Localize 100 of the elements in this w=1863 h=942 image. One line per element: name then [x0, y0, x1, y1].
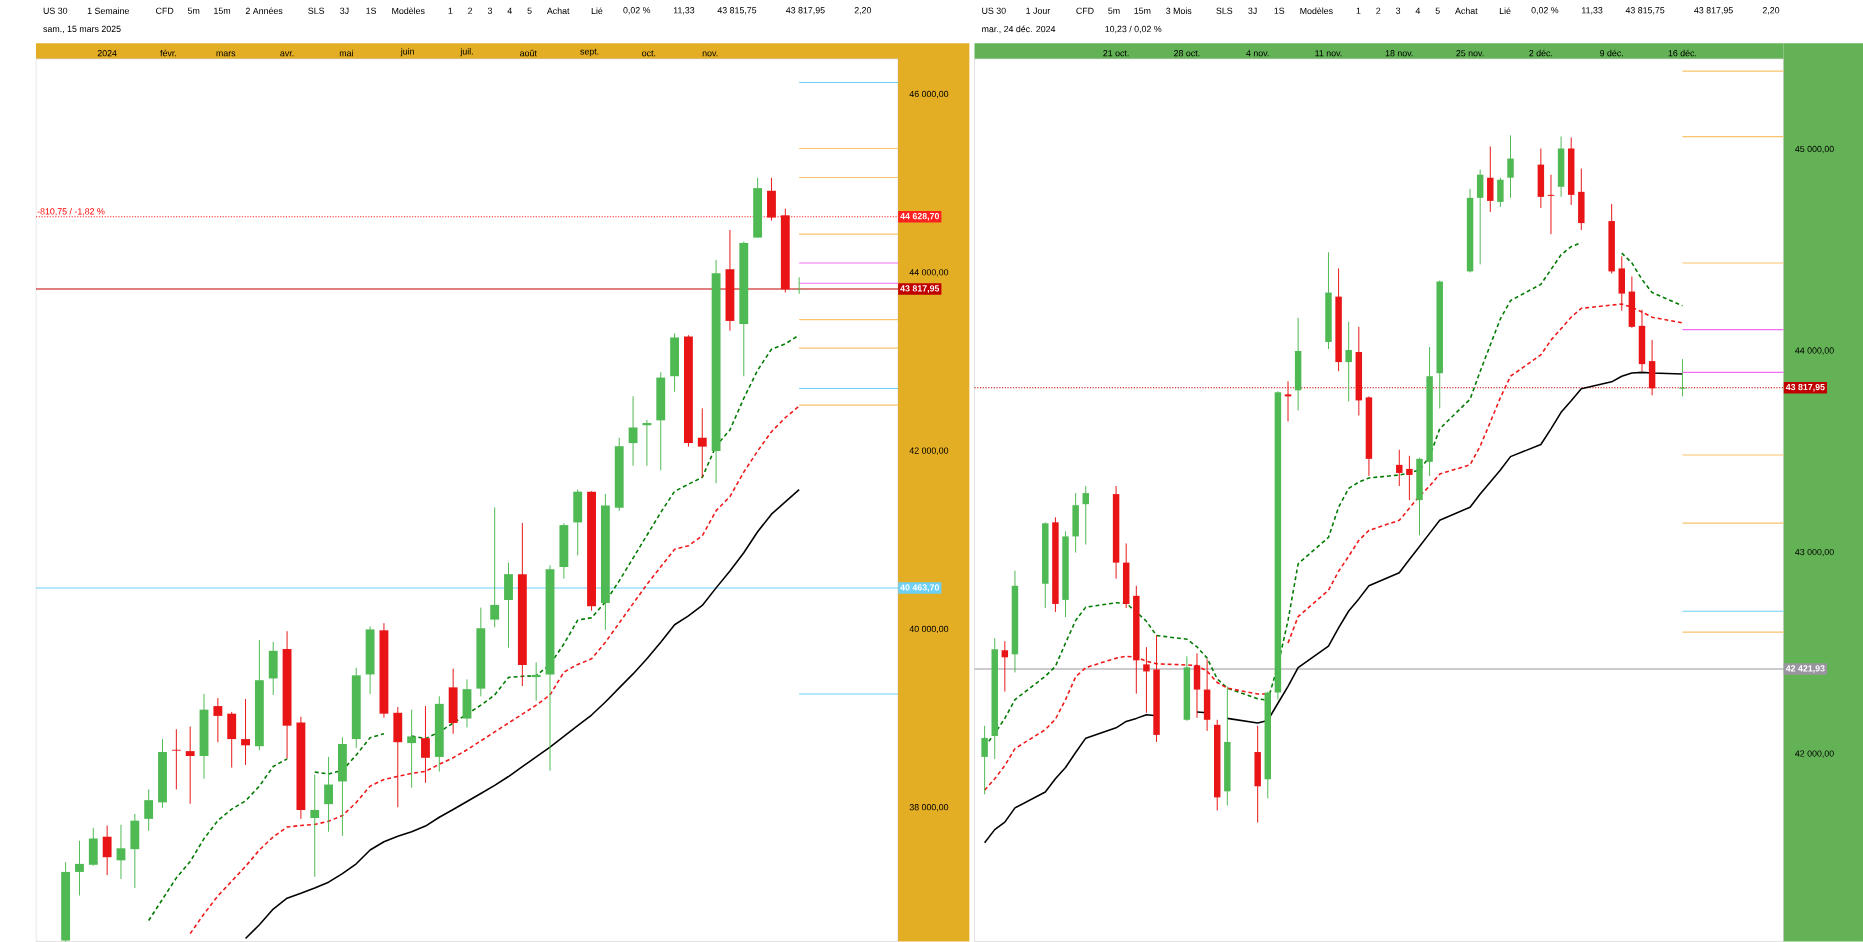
candlestick	[1507, 134, 1514, 199]
candlestick	[1476, 169, 1484, 265]
x-tick-label: nov.	[702, 51, 718, 57]
candlestick	[102, 825, 112, 876]
y-tick-label: 40 000,00	[909, 625, 949, 634]
text: 43 815,75	[1625, 7, 1665, 15]
x-tick-label: juin	[400, 48, 414, 57]
y-tick-label: 43 000,00	[1795, 548, 1834, 557]
text: Modèles	[392, 7, 425, 15]
ref-line-label: 44 628,70	[900, 213, 940, 221]
candlestick	[697, 407, 707, 478]
text: 2	[1376, 7, 1381, 14]
text: Achat	[1455, 7, 1478, 15]
text: Achat	[546, 7, 570, 15]
text: 3	[487, 7, 492, 14]
text: 4	[1415, 7, 1421, 14]
candlestick	[531, 661, 541, 702]
text: 10,23 / 0,02 %	[1105, 25, 1162, 34]
x-tick-label: 2024	[97, 50, 117, 57]
text: SLS	[308, 7, 325, 14]
x-tick-label: 21 oct.	[1103, 50, 1129, 57]
text: Lié	[1499, 7, 1511, 15]
candlestick	[1497, 177, 1504, 208]
candlestick	[1396, 449, 1403, 487]
text: 5m	[187, 7, 200, 14]
text: 5	[1435, 7, 1440, 14]
x-tick-label: 18 nov.	[1385, 50, 1413, 57]
x-tick-label: sept.	[580, 48, 599, 57]
x-tick-label: 16 déc.	[1668, 49, 1697, 57]
text: 15m	[1134, 7, 1151, 14]
candlestick	[1001, 640, 1009, 693]
text: 0,02 %	[623, 7, 651, 15]
candlestick	[171, 728, 181, 790]
x-tick-label: juil.	[460, 48, 473, 57]
x-tick-label: 28 oct.	[1174, 50, 1200, 57]
candlestick	[981, 725, 988, 795]
text: 3 Mois	[1166, 7, 1192, 15]
text: 43 815,75	[717, 7, 757, 15]
text: 43 817,95	[786, 7, 825, 15]
candlestick	[1143, 646, 1150, 714]
y-tick-label: 42 000,00	[1795, 750, 1834, 758]
text: 1	[1356, 7, 1361, 14]
text: mar., 24 déc. 2024	[982, 25, 1056, 34]
candlestick	[1406, 455, 1413, 501]
x-tick-label: août	[520, 49, 537, 57]
text: 2 Années	[245, 7, 283, 15]
y-tick-label: 44 000,00	[1795, 347, 1834, 355]
text: 11,33	[1582, 7, 1603, 15]
text: sam., 15 mars 2025	[43, 25, 121, 34]
text: 1	[448, 7, 453, 14]
candlestick	[407, 709, 417, 789]
text: CFD	[1076, 7, 1094, 14]
candlestick	[1487, 146, 1494, 213]
text: Modèles	[1300, 7, 1333, 15]
text: 11,33	[673, 7, 695, 15]
y-tick-label: 46 000,00	[909, 90, 949, 99]
candlestick	[116, 824, 126, 880]
text: CFD	[156, 7, 174, 14]
chart-title: US 30	[43, 7, 68, 14]
text: 0,02 %	[1531, 7, 1559, 15]
x-tick-label: oct.	[642, 50, 656, 57]
y-tick-label: 44 000,00	[909, 269, 949, 277]
ref-line-label: 40 463,70	[900, 584, 940, 592]
x-tick-label: avr.	[280, 51, 294, 57]
candlestick	[421, 705, 430, 784]
candlestick	[628, 395, 638, 467]
text: 2,20	[854, 7, 872, 15]
x-tick-label: févr.	[160, 49, 176, 57]
x-tick-label: 4 nov.	[1246, 50, 1269, 57]
candlestick	[1284, 380, 1292, 423]
x-tick-label: 9 déc.	[1600, 49, 1623, 57]
text: 1S	[1274, 7, 1285, 14]
x-tick-label: mars	[216, 51, 236, 57]
candlestick	[75, 840, 84, 897]
text: 2	[468, 7, 473, 14]
candlestick	[185, 726, 195, 805]
chart-subtitle: 1 Semaine	[87, 7, 129, 15]
text: 43 817,95	[1694, 7, 1733, 15]
text: 4	[507, 7, 512, 14]
candlestick	[310, 774, 320, 878]
x-tick-label: 11 nov.	[1315, 50, 1342, 57]
y-tick-label: 38 000,00	[909, 804, 949, 812]
candlestick	[1345, 321, 1352, 402]
text: SLS	[1216, 7, 1233, 14]
text: 1S	[366, 7, 377, 14]
annotation: -810,75 / -1,82 %	[37, 208, 105, 216]
candlestick	[213, 697, 223, 743]
line-series	[189, 405, 800, 935]
candlestick	[241, 698, 250, 766]
ref-line-label: 43 817,95	[1785, 383, 1825, 392]
text: 3J	[340, 7, 349, 14]
text: 5m	[1108, 7, 1120, 14]
candlestick	[1679, 358, 1686, 397]
candlestick	[144, 788, 154, 832]
ref-line-label: 43 817,95	[900, 285, 940, 293]
y-tick-label: 42 000,00	[909, 447, 949, 455]
candlestick	[642, 419, 652, 467]
y-tick-label: 45 000,00	[1795, 145, 1834, 154]
x-tick-label: mai	[339, 49, 353, 57]
text: 3J	[1248, 7, 1257, 14]
